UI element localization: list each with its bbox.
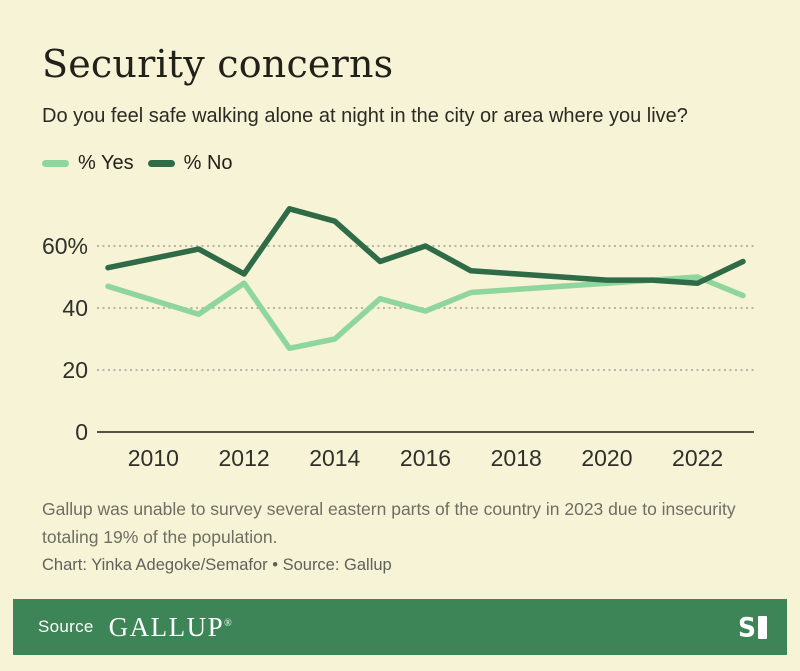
legend-label-yes: % Yes	[78, 152, 134, 174]
svg-text:2022: 2022	[672, 445, 723, 471]
svg-text:0: 0	[75, 419, 88, 445]
registered-trademark-icon: ®	[224, 617, 232, 629]
semafor-flag-icon: S	[738, 614, 767, 640]
svg-text:2016: 2016	[400, 445, 451, 471]
page-title: Security concerns	[42, 42, 394, 86]
legend-item-yes: % Yes	[42, 152, 134, 175]
svg-text:60%: 60%	[42, 233, 88, 259]
no-line-swatch-icon	[147, 160, 175, 167]
chart-subtitle-question: Do you feel safe walking alone at night …	[42, 105, 688, 127]
svg-text:20: 20	[62, 357, 88, 383]
chart-footnote: Gallup was unable to survey several east…	[42, 499, 736, 547]
yes-line-swatch-icon	[42, 160, 69, 167]
gallup-logo: GALLUP®	[108, 611, 232, 642]
source-footer-bar: Source GALLUP® S	[13, 599, 787, 655]
svg-text:2010: 2010	[128, 445, 179, 471]
svg-text:2020: 2020	[581, 445, 632, 471]
chart-legend: % Yes % No	[42, 152, 233, 175]
legend-label-no: % No	[183, 152, 233, 174]
svg-text:2018: 2018	[491, 445, 542, 471]
line-chart: 60% 40 20 0 2010 2012 2014 2016 2018 2020 2022	[42, 206, 754, 471]
svg-text:2012: 2012	[218, 445, 269, 471]
legend-item-no: % No	[147, 152, 233, 175]
svg-text:2014: 2014	[309, 445, 360, 471]
chart-credit-line: Chart: Yinka Adegoke/Semafor • Source: G…	[42, 556, 392, 574]
source-label: Source	[38, 617, 94, 636]
svg-text:40: 40	[62, 295, 88, 321]
